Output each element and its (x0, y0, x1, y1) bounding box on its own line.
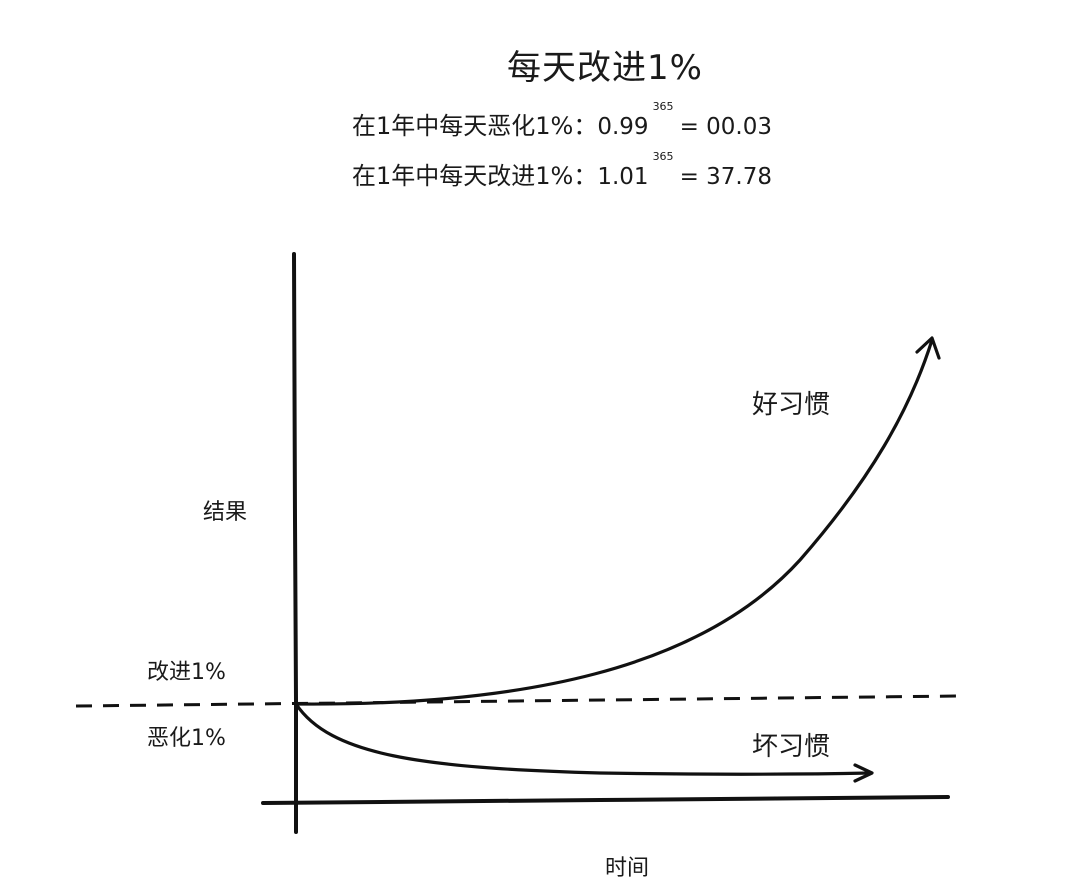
formula-improve: 在1年中每天改进1%：1.01365 = 37.78 (352, 150, 772, 191)
good-habit-label: 好习惯 (752, 390, 831, 420)
formula-improve-exponent: 365 (652, 150, 674, 163)
formula-worsen-base: 0.99 (597, 114, 649, 140)
diagram-title: 每天改进1% (507, 48, 703, 88)
formula-worsen: 在1年中每天恶化1%：0.99365 = 00.03 (352, 100, 772, 141)
y-axis (292, 252, 298, 834)
good-habit-arrowhead (915, 336, 941, 360)
formula-improve-base: 1.01 (597, 164, 649, 190)
bad-habit-curve (294, 702, 872, 776)
formula-improve-result: = 37.78 (679, 164, 772, 190)
good-habit-curve (294, 338, 934, 706)
x-axis-label: 时间 (605, 856, 650, 881)
bad-habit-label: 坏习惯 (752, 732, 831, 762)
bad-habit-arrowhead (853, 763, 874, 783)
formula-worsen-prefix: 在1年中每天恶化1%： (352, 112, 598, 140)
baseline-below-label: 恶化1% (147, 726, 226, 751)
y-axis-label: 结果 (203, 500, 248, 525)
baseline-dashed-line (75, 694, 959, 708)
baseline-above-label: 改进1% (147, 660, 226, 685)
formula-worsen-result: = 00.03 (679, 114, 772, 140)
x-axis (261, 795, 950, 805)
formula-improve-prefix: 在1年中每天改进1%： (352, 162, 598, 190)
formula-worsen-exponent: 365 (652, 100, 674, 113)
